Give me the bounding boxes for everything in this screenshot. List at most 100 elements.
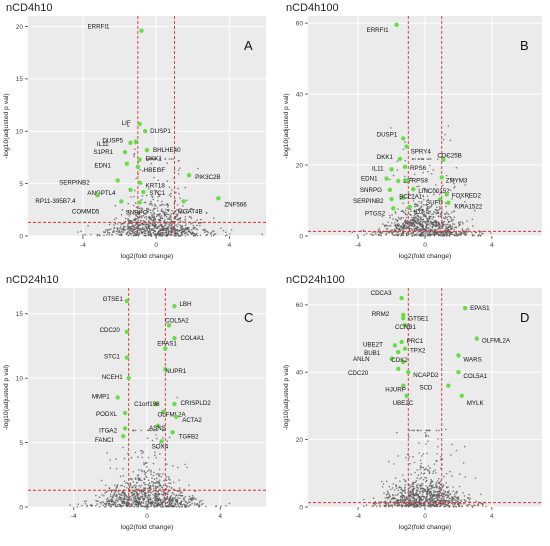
background-point [412,483,415,485]
background-point [115,502,117,504]
background-point [150,499,152,501]
background-point [115,230,118,233]
background-point [177,497,179,499]
background-point [113,493,115,495]
background-point [111,499,113,501]
background-point [411,224,413,227]
background-point [453,223,456,225]
gene-label-dusp1: DUSP1 [150,128,171,135]
background-point [185,506,187,508]
background-point [409,462,411,465]
background-point [424,503,426,506]
background-point [426,492,429,495]
background-point [458,502,461,505]
background-point [405,225,408,227]
background-point [409,213,412,216]
background-point [449,139,452,142]
background-point [170,218,172,221]
background-point [376,505,378,508]
background-point [432,224,435,226]
background-point [453,499,455,501]
background-point [134,189,136,192]
background-point [415,234,418,237]
background-point [225,231,227,234]
background-point [431,486,434,489]
background-point [436,503,438,506]
background-point [404,489,406,491]
background-point [157,490,160,493]
background-point [443,234,446,236]
background-point [386,490,389,492]
background-point [436,487,438,489]
background-point [446,496,448,499]
background-point [159,228,161,230]
background-point [167,225,170,228]
background-point [155,477,158,480]
background-point [453,187,455,189]
background-point [130,498,132,500]
background-point [475,500,477,502]
background-point [451,227,453,230]
background-point [103,495,105,497]
background-point [424,229,426,231]
background-point [183,230,185,233]
background-point [458,485,461,488]
background-point [390,498,393,500]
background-point [136,494,139,497]
background-point [168,223,170,225]
background-point [158,475,160,477]
background-point [168,218,170,221]
background-point [166,501,169,504]
background-point [144,483,146,486]
background-point [76,506,79,508]
background-point [403,496,406,499]
background-point [102,501,104,504]
background-point [413,173,416,176]
x-axis-title: log2(fold change) [399,524,452,531]
background-point [396,234,399,236]
background-point [412,500,414,502]
background-point [118,229,121,232]
background-point [395,484,397,486]
background-point [443,220,446,223]
background-point [408,222,411,224]
background-points [362,428,487,508]
background-point [108,487,111,490]
y-axis-title: -log10(adjusted p val) [283,93,290,158]
background-point [164,214,167,216]
background-point [451,443,453,446]
background-point [422,171,425,174]
background-point [127,211,129,214]
background-point [425,467,427,470]
background-point [388,460,390,463]
background-point [142,219,145,222]
background-point [139,224,142,226]
background-point [155,492,157,495]
background-point [121,502,124,504]
background-point [429,482,432,485]
background-point [433,463,436,465]
background-point [403,505,406,507]
background-point [178,479,180,481]
background-point [410,495,413,498]
background-point [436,229,439,231]
background-point [163,500,165,502]
background-point [425,209,428,211]
gene-point-snrpg [137,200,142,205]
background-point [434,221,436,224]
background-point [229,233,231,235]
background-point [107,228,109,231]
background-point [422,487,424,489]
background-point [472,225,474,227]
gene-label-angptl4: ANGPTL4 [87,190,116,197]
background-point [433,489,435,492]
background-point [405,496,408,498]
background-point [144,223,147,225]
background-point [153,232,155,235]
gene-label-scd: SCD [419,385,433,392]
gene-point-id2 [407,204,413,210]
background-point [428,158,430,160]
background-point [432,216,435,219]
background-point [156,446,158,449]
background-point [157,232,159,235]
